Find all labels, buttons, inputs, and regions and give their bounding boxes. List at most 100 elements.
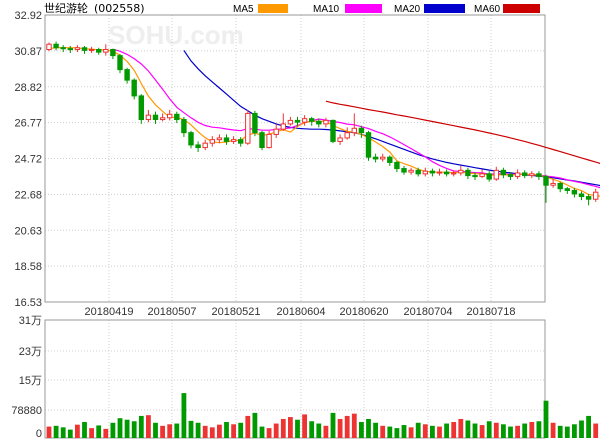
ma60-line xyxy=(325,100,600,164)
candle xyxy=(500,167,507,179)
price-tick-label: 18.58 xyxy=(14,261,42,273)
candle xyxy=(507,172,514,180)
volume-bar xyxy=(586,415,591,438)
candle xyxy=(252,110,258,137)
candle-body xyxy=(46,43,52,50)
volume-bar xyxy=(75,424,80,438)
candle-body xyxy=(81,47,88,51)
volume-bar xyxy=(366,418,371,438)
volume-bar xyxy=(302,414,307,438)
candle xyxy=(110,48,116,60)
candle xyxy=(323,117,329,128)
price-tick-label: 32.92 xyxy=(14,10,42,22)
candle xyxy=(415,167,421,177)
candle xyxy=(88,46,95,53)
candle-body xyxy=(422,170,429,175)
volume-tick-label: 23万 xyxy=(19,346,42,358)
date-tick-label: 20180521 xyxy=(212,306,261,318)
candle-body xyxy=(131,79,137,97)
volume-bar xyxy=(359,422,364,438)
candle xyxy=(53,41,59,51)
candle xyxy=(344,127,350,140)
candle-body xyxy=(103,48,109,53)
candle-body xyxy=(593,191,599,200)
volume-bar xyxy=(167,424,173,438)
volume-bar xyxy=(515,425,520,438)
volume-bar xyxy=(288,417,293,438)
candle-body xyxy=(429,170,436,174)
candle-body xyxy=(387,156,393,163)
candle xyxy=(536,171,542,180)
date-tick-label: 20180604 xyxy=(277,306,326,318)
candle xyxy=(571,187,578,198)
volume-bar xyxy=(323,425,329,438)
volume-bar xyxy=(181,393,187,438)
volume-bar xyxy=(209,427,215,438)
volume-tick-label: 15万 xyxy=(19,375,42,387)
candle xyxy=(493,166,500,181)
candle-body xyxy=(451,172,457,175)
candle-body xyxy=(536,173,542,177)
candle-body xyxy=(571,189,578,195)
candle-body xyxy=(209,139,216,144)
volume-bar xyxy=(550,422,556,438)
volume-bar xyxy=(266,428,272,438)
volume-tick-label: 78880 xyxy=(11,405,42,417)
volume-bar xyxy=(316,423,322,438)
volume-bar xyxy=(82,422,87,438)
volume-bar xyxy=(472,423,478,438)
volume-bar xyxy=(344,415,350,438)
candle xyxy=(145,109,152,123)
volume-bar xyxy=(479,425,485,438)
candle xyxy=(152,111,159,124)
price-tick-label: 30.87 xyxy=(14,46,42,58)
volume-bar xyxy=(408,427,414,438)
price-panel-frame xyxy=(44,14,546,303)
candle-body xyxy=(309,118,315,122)
candle xyxy=(96,47,102,55)
candle-body xyxy=(564,188,570,191)
legend: MA5 MA10 MA20 MA60 xyxy=(233,4,540,15)
volume-bar xyxy=(124,419,130,438)
volume-bar xyxy=(373,422,378,438)
candle-body xyxy=(216,137,223,141)
volume-bar xyxy=(394,428,400,438)
candle-body xyxy=(585,196,592,200)
volume-bar xyxy=(96,425,102,438)
candle-body xyxy=(415,169,421,175)
candle xyxy=(337,134,343,145)
candle xyxy=(422,167,429,177)
candle-body xyxy=(394,161,400,170)
candle-body xyxy=(316,120,322,125)
candle-body xyxy=(344,132,350,139)
volume-tick-label: 0 xyxy=(36,428,42,440)
volume-bar xyxy=(422,424,428,438)
candle xyxy=(159,113,166,122)
stock-title: 世纪游轮 xyxy=(44,1,88,15)
candle xyxy=(543,174,549,203)
volume-bars xyxy=(46,393,599,438)
candle xyxy=(280,113,287,131)
candle-body xyxy=(117,55,123,71)
candle xyxy=(294,116,301,127)
candle xyxy=(550,179,556,188)
candle-body xyxy=(273,128,279,135)
candle xyxy=(259,130,265,151)
candle-body xyxy=(188,132,194,146)
volume-bar xyxy=(259,426,265,438)
price-tick-label: 28.82 xyxy=(14,82,42,94)
volume-bar xyxy=(174,423,180,438)
candle-body xyxy=(245,112,251,144)
candle xyxy=(209,136,216,147)
candle-body xyxy=(96,48,102,53)
volume-bar xyxy=(146,415,151,438)
date-tick-label: 20180507 xyxy=(148,306,197,318)
candle-body xyxy=(60,47,66,50)
volume-bar xyxy=(103,428,109,438)
volume-bar xyxy=(89,428,94,438)
candle xyxy=(443,169,450,177)
candle xyxy=(309,116,315,126)
volume-bar xyxy=(572,424,577,438)
volume-bar xyxy=(458,418,464,438)
